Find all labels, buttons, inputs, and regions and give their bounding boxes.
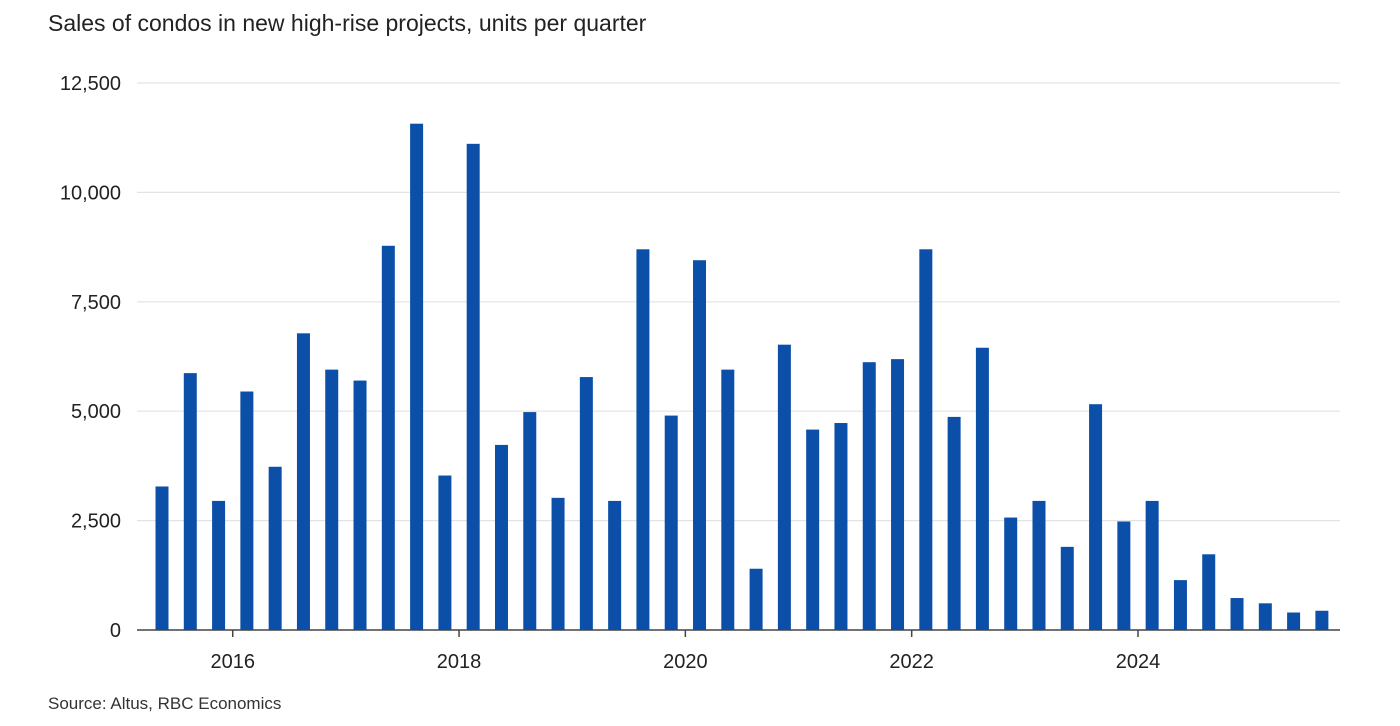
bar (551, 497, 565, 630)
bar (806, 429, 820, 630)
bar (862, 362, 876, 630)
bars (155, 123, 1329, 631)
bar (183, 373, 197, 630)
bar (636, 249, 650, 631)
y-tick-label: 7,500 (71, 292, 121, 314)
bar (919, 249, 933, 631)
bar (1060, 546, 1074, 630)
bar (1258, 603, 1272, 630)
bar (1315, 610, 1329, 630)
y-tick-label: 0 (110, 620, 121, 642)
bar (749, 568, 763, 630)
x-tick-label: 2020 (663, 651, 708, 673)
bar (240, 391, 254, 630)
bar (296, 333, 310, 630)
bar (438, 475, 452, 630)
bar (268, 466, 282, 630)
bar (353, 380, 367, 630)
bar (693, 260, 707, 630)
bar (325, 369, 339, 630)
bar (608, 500, 622, 630)
x-tick-label: 2018 (437, 651, 482, 673)
x-tick-label: 2016 (210, 651, 255, 673)
bar (975, 347, 989, 630)
axes (137, 629, 1340, 637)
bar (721, 369, 735, 630)
gridlines (137, 82, 1340, 522)
x-tick-label: 2024 (1116, 651, 1161, 673)
bar (1145, 500, 1159, 630)
bar (1004, 517, 1018, 630)
bar (891, 359, 905, 630)
bar (834, 423, 848, 630)
y-tick-labels: 0 2,500 5,000 7,500 10,000 12,500 (60, 73, 121, 642)
bar (1173, 580, 1187, 630)
bar (410, 123, 424, 630)
bar (1202, 554, 1216, 630)
x-tick-labels: 2016 2018 2020 2022 2024 (210, 651, 1160, 673)
bar (466, 143, 480, 630)
y-tick-label: 5,000 (71, 401, 121, 423)
bar (1287, 612, 1301, 630)
chart-title: Sales of condos in new high-rise project… (48, 10, 647, 36)
bar (523, 412, 537, 630)
bar (1230, 598, 1244, 630)
bar (381, 245, 395, 631)
bar (579, 377, 593, 630)
x-tick-label: 2022 (889, 651, 934, 673)
bar (1032, 500, 1046, 630)
bar (947, 416, 961, 630)
bar (494, 444, 508, 630)
source-note: Source: Altus, RBC Economics (48, 694, 282, 713)
y-tick-label: 2,500 (71, 511, 121, 533)
y-tick-label: 12,500 (60, 73, 121, 95)
bar (777, 344, 791, 630)
bar (1089, 404, 1103, 630)
bar (664, 415, 678, 630)
bar (1117, 521, 1131, 630)
bar (212, 500, 226, 630)
y-tick-label: 10,000 (60, 182, 121, 204)
bar (155, 486, 169, 630)
